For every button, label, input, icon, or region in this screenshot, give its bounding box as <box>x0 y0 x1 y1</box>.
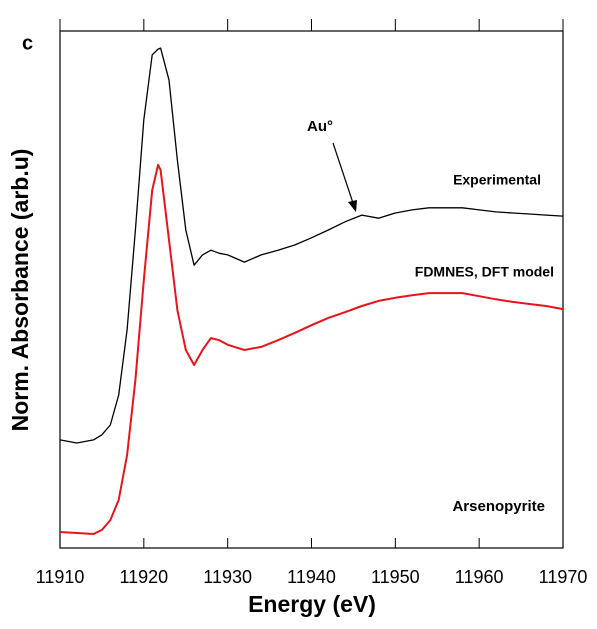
annotation-arrow <box>332 142 355 207</box>
x-tick-label: 11910 <box>36 567 85 587</box>
line-series <box>59 163 564 535</box>
series-label: FDMNES, DFT model <box>415 264 554 280</box>
x-tick-label: 11970 <box>539 567 588 587</box>
line-series <box>59 47 564 444</box>
x-axis-label: Energy (eV) <box>248 591 376 617</box>
x-tick-label: 11940 <box>287 567 336 587</box>
arrow-head <box>348 200 357 212</box>
x-tick-label: 11920 <box>119 567 168 587</box>
plot-frame <box>59 30 564 549</box>
y-axis-label: Norm. Absorbance (arb.u) <box>7 149 33 432</box>
x-tick-label: 11930 <box>203 567 252 587</box>
annotation: Arsenopyrite <box>452 498 545 515</box>
x-tick-label: 11950 <box>371 567 420 587</box>
annotation: Au° <box>307 118 333 135</box>
panel-label: c <box>22 32 33 54</box>
x-tick-label: 11960 <box>455 567 504 587</box>
series-label: Experimental <box>453 172 541 188</box>
